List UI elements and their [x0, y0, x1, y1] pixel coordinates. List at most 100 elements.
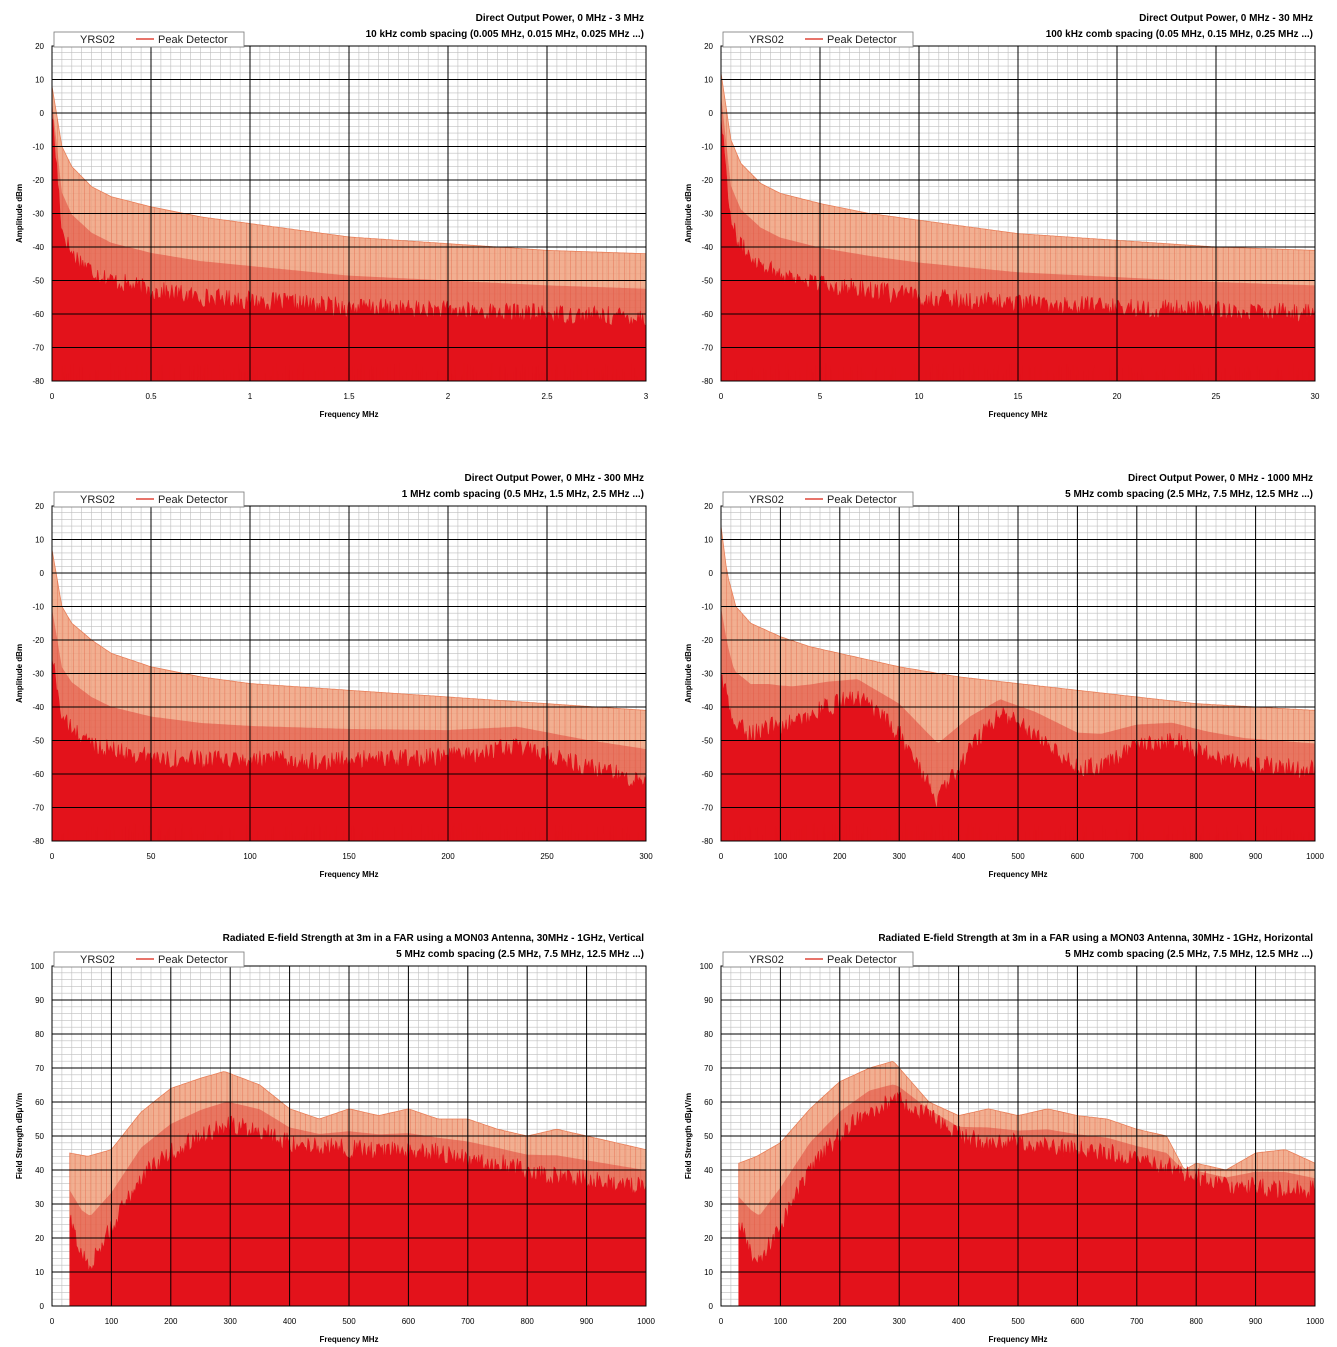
y-axis-label: Amplitude dBm [15, 184, 24, 243]
x-tick-label: 300 [893, 852, 907, 861]
y-tick-label: 90 [704, 996, 713, 1005]
chart-svg: 0 0.5 1 1.5 2 2.5 3 20 10 0 -10 -20 -30 -40 -50 -60 -70 -… [15, 13, 649, 419]
x-tick-label: 700 [1130, 1317, 1144, 1326]
y-axis-label: Amplitude dBm [15, 644, 24, 703]
legend: YRS02 Peak Detector [722, 491, 914, 508]
chart-subtitle: 5 MHz comb spacing (2.5 MHz, 7.5 MHz, 12… [1065, 949, 1313, 960]
y-tick-label: 10 [35, 76, 44, 85]
y-tick-label: 80 [704, 1030, 713, 1039]
x-tick-label: 1000 [1306, 1317, 1324, 1326]
y-tick-label: 50 [35, 1132, 44, 1141]
major-grid [720, 965, 1316, 1307]
x-tick-label: 0 [50, 852, 55, 861]
series-yrs02-area [51, 117, 647, 382]
x-tick-label: 1000 [637, 1317, 655, 1326]
y-tick-label: -10 [701, 603, 713, 612]
chart-svg: 0 100 200 300 400 500 600 700 800 900 100020100-10… [684, 473, 1324, 879]
chart-panel-3: 0 50 100 150 200 250 300 20 10 0 -10 -20 -30 -40 -50 -6… [0, 460, 668, 900]
chart-subtitle: 100 kHz comb spacing (0.05 MHz, 0.15 MHz… [1046, 29, 1313, 40]
y-tick-label: -20 [32, 176, 44, 185]
y-tick-label: -70 [701, 344, 713, 353]
y-tick-label: 70 [704, 1064, 713, 1073]
x-axis-label: Frequency MHz [988, 1335, 1047, 1344]
x-tick-label: 800 [521, 1317, 535, 1326]
chart-svg: 0 100 200 300 400 500 600 700 800 900 100010090807… [15, 933, 655, 1344]
x-tick-label: 0 [719, 852, 724, 861]
x-tick-label: 5 [818, 392, 823, 401]
y-tick-label: -40 [701, 703, 713, 712]
x-tick-label: 1.5 [343, 392, 355, 401]
x-tick-label: 600 [1071, 1317, 1085, 1326]
x-tick-label: 900 [580, 1317, 594, 1326]
x-tick-label: 0 [719, 392, 724, 401]
y-axis-label: Amplitude dBm [684, 644, 693, 703]
x-tick-label: 100 [774, 1317, 788, 1326]
y-tick-label: -80 [32, 377, 44, 386]
y-tick-label: -50 [701, 737, 713, 746]
y-tick-label: -20 [32, 636, 44, 645]
x-tick-label: 150 [342, 852, 356, 861]
y-tick-label: 20 [35, 1234, 44, 1243]
x-tick-label: 200 [441, 852, 455, 861]
y-tick-label: 100 [31, 962, 45, 971]
major-grid [720, 45, 1316, 382]
y-tick-label: -40 [32, 703, 44, 712]
legend-entry-yrs02: YRS02 [80, 494, 115, 506]
x-tick-label: 400 [283, 1317, 297, 1326]
x-tick-label: 0.5 [145, 392, 157, 401]
y-tick-label: 10 [704, 536, 713, 545]
y-axis-label: Field Strength dBμV/m [15, 1093, 24, 1179]
x-tick-label: 50 [147, 852, 156, 861]
y-tick-label: 10 [35, 1268, 44, 1277]
x-tick-label: 400 [952, 1317, 966, 1326]
chart-svg: 0 50 100 150 200 250 30020100-10-20-30-40-50-6… [15, 473, 653, 879]
x-tick-label: 2.5 [541, 392, 553, 401]
chart-svg: 0 5 10 15 20 25 30 20 10 0 -10 -20 -30 -40 -50 -60 -70 -8… [684, 13, 1320, 419]
x-axis-label: Frequency MHz [988, 410, 1047, 419]
y-tick-label: 0 [40, 109, 45, 118]
x-axis-label: Frequency MHz [319, 870, 378, 879]
x-tick-label: 700 [1130, 852, 1144, 861]
chart-title: Direct Output Power, 0 MHz - 1000 MHz [1128, 473, 1313, 484]
x-tick-label: 0 [719, 1317, 724, 1326]
x-tick-label: 200 [164, 1317, 178, 1326]
x-tick-label: 900 [1249, 852, 1263, 861]
noise-floor [723, 363, 1311, 381]
chart-subtitle: 5 MHz comb spacing (2.5 MHz, 7.5 MHz, 12… [1065, 489, 1313, 500]
x-tick-label: 500 [342, 1317, 356, 1326]
x-tick-label: 800 [1190, 1317, 1204, 1326]
y-tick-label: -10 [32, 143, 44, 152]
y-tick-label: -30 [32, 210, 44, 219]
y-tick-label: 70 [35, 1064, 44, 1073]
y-tick-label: -70 [32, 344, 44, 353]
x-tick-label: 800 [1190, 852, 1204, 861]
y-tick-label: -20 [701, 636, 713, 645]
x-tick-label: 1000 [1306, 852, 1324, 861]
x-tick-label: 700 [461, 1317, 475, 1326]
x-tick-label: 100 [105, 1317, 119, 1326]
y-tick-label: -60 [701, 310, 713, 319]
y-tick-label: 60 [704, 1098, 713, 1107]
x-tick-label: 10 [915, 392, 924, 401]
y-tick-label: -50 [32, 277, 44, 286]
y-tick-label: -80 [701, 377, 713, 386]
series-yrs02-area [738, 1091, 1316, 1307]
x-tick-label: 900 [1249, 1317, 1263, 1326]
chart-title: Direct Output Power, 0 MHz - 30 MHz [1139, 13, 1313, 24]
chart-panel-2: 0 5 10 15 20 25 30 20 10 0 -10 -20 -30 -40 -50 -60 -70 -8… [669, 0, 1337, 440]
y-tick-label: 100 [700, 962, 714, 971]
chart-panel-5: 0 100 200 300 400 500 600 700 800 900 1000 100 90 80 7… [0, 920, 668, 1347]
x-tick-label: 100 [243, 852, 257, 861]
noise-floor [54, 363, 639, 381]
y-tick-label: 0 [709, 109, 714, 118]
chart-title: Radiated E-field Strength at 3m in a FAR… [223, 933, 645, 944]
x-tick-label: 15 [1014, 392, 1023, 401]
legend-entry-peak-detector: Peak Detector [827, 494, 897, 506]
x-tick-label: 250 [540, 852, 554, 861]
legend: YRS02 Peak Detector [53, 31, 245, 48]
y-tick-label: 10 [704, 1268, 713, 1277]
y-tick-label: -30 [701, 670, 713, 679]
y-tick-label: 30 [35, 1200, 44, 1209]
x-tick-label: 200 [833, 852, 847, 861]
y-tick-label: 30 [704, 1200, 713, 1209]
